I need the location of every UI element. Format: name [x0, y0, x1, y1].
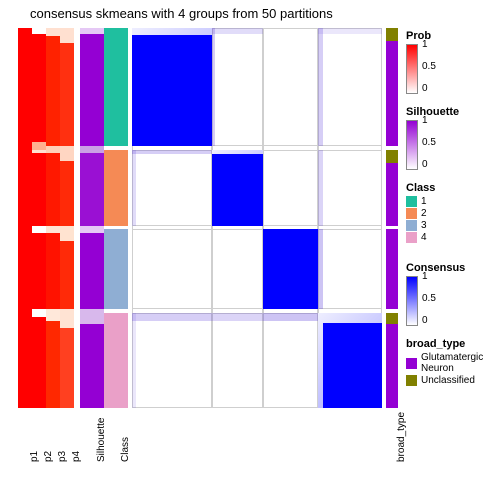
seg — [80, 309, 104, 324]
seg — [32, 34, 46, 142]
legend-item: 1 — [406, 196, 435, 207]
column-broad_type — [386, 28, 398, 408]
seg — [104, 28, 128, 146]
legend-title: Silhouette — [406, 106, 459, 118]
seg — [60, 241, 74, 309]
seg — [32, 142, 46, 150]
column-p1 — [18, 28, 32, 408]
page-title: consensus skmeans with 4 groups from 50 … — [30, 6, 333, 21]
seg — [80, 324, 104, 408]
seg — [46, 233, 60, 309]
legend-title: Consensus — [406, 262, 465, 274]
seg — [60, 309, 74, 328]
seg — [386, 41, 398, 146]
legend-item: 2 — [406, 208, 435, 219]
legend-item: Glutamatergic Neuron — [406, 352, 504, 374]
seg — [386, 28, 398, 41]
seg — [80, 233, 104, 309]
seg — [60, 328, 74, 408]
seg — [386, 313, 398, 324]
legend-title: broad_type — [406, 338, 504, 350]
tick-p3: p3 — [57, 451, 68, 462]
legend-title: Class — [406, 182, 435, 194]
legend-gradient — [406, 120, 418, 170]
column-class — [104, 28, 128, 408]
legend-gradient — [406, 44, 418, 94]
swatch — [406, 375, 417, 386]
seg — [386, 150, 398, 163]
legend-item: 3 — [406, 220, 435, 231]
tick-p4: p4 — [71, 451, 82, 462]
seg — [80, 34, 104, 146]
seg — [32, 233, 46, 309]
column-p3 — [46, 28, 60, 408]
seg — [80, 226, 104, 234]
consensus-heatmap — [132, 28, 382, 408]
seg — [46, 36, 60, 146]
legend-broad_type: broad_type Glutamatergic NeuronUnclassifi… — [406, 338, 504, 387]
legend-item: Unclassified — [406, 375, 504, 386]
seg — [46, 321, 60, 408]
swatch — [406, 220, 417, 231]
seg — [60, 43, 74, 146]
tick-broad_type: broad_type — [396, 412, 407, 462]
seg — [32, 153, 46, 225]
seg — [60, 226, 74, 241]
legend-silhouette: Silhouette10.50 — [406, 106, 459, 170]
column-silhouette — [80, 28, 104, 408]
legend-consensus: Consensus10.50 — [406, 262, 465, 326]
tick-p1: p1 — [29, 451, 40, 462]
seg — [60, 146, 74, 161]
seg — [32, 226, 46, 234]
seg — [32, 317, 46, 408]
seg — [386, 163, 398, 226]
tick-class: Class — [120, 437, 131, 462]
legend-class: Class 1234 — [406, 182, 435, 244]
seg — [104, 313, 128, 408]
seg — [60, 28, 74, 43]
seg — [60, 161, 74, 226]
column-p2 — [32, 28, 46, 408]
plot-area — [18, 28, 398, 408]
seg — [32, 309, 46, 317]
seg — [46, 226, 60, 234]
seg — [80, 153, 104, 225]
legend-prob: Prob10.50 — [406, 30, 452, 94]
tick-p2: p2 — [43, 451, 54, 462]
column-p4 — [60, 28, 74, 408]
seg — [80, 146, 104, 154]
legend-item: 4 — [406, 232, 435, 243]
swatch — [406, 358, 417, 369]
tick-silhouette: Silhouette — [96, 418, 107, 462]
seg — [386, 229, 398, 309]
seg — [386, 324, 398, 408]
seg — [104, 229, 128, 309]
seg — [46, 28, 60, 36]
legend-gradient — [406, 276, 418, 326]
seg — [46, 153, 60, 225]
seg — [104, 150, 128, 226]
seg — [46, 309, 60, 320]
legend-title: Prob — [406, 30, 452, 42]
swatch — [406, 232, 417, 243]
seg — [46, 146, 60, 154]
seg — [18, 28, 32, 408]
swatch — [406, 196, 417, 207]
bottom-ticks: p1p2p3p4SilhouetteClassbroad_type — [18, 412, 398, 472]
swatch — [406, 208, 417, 219]
